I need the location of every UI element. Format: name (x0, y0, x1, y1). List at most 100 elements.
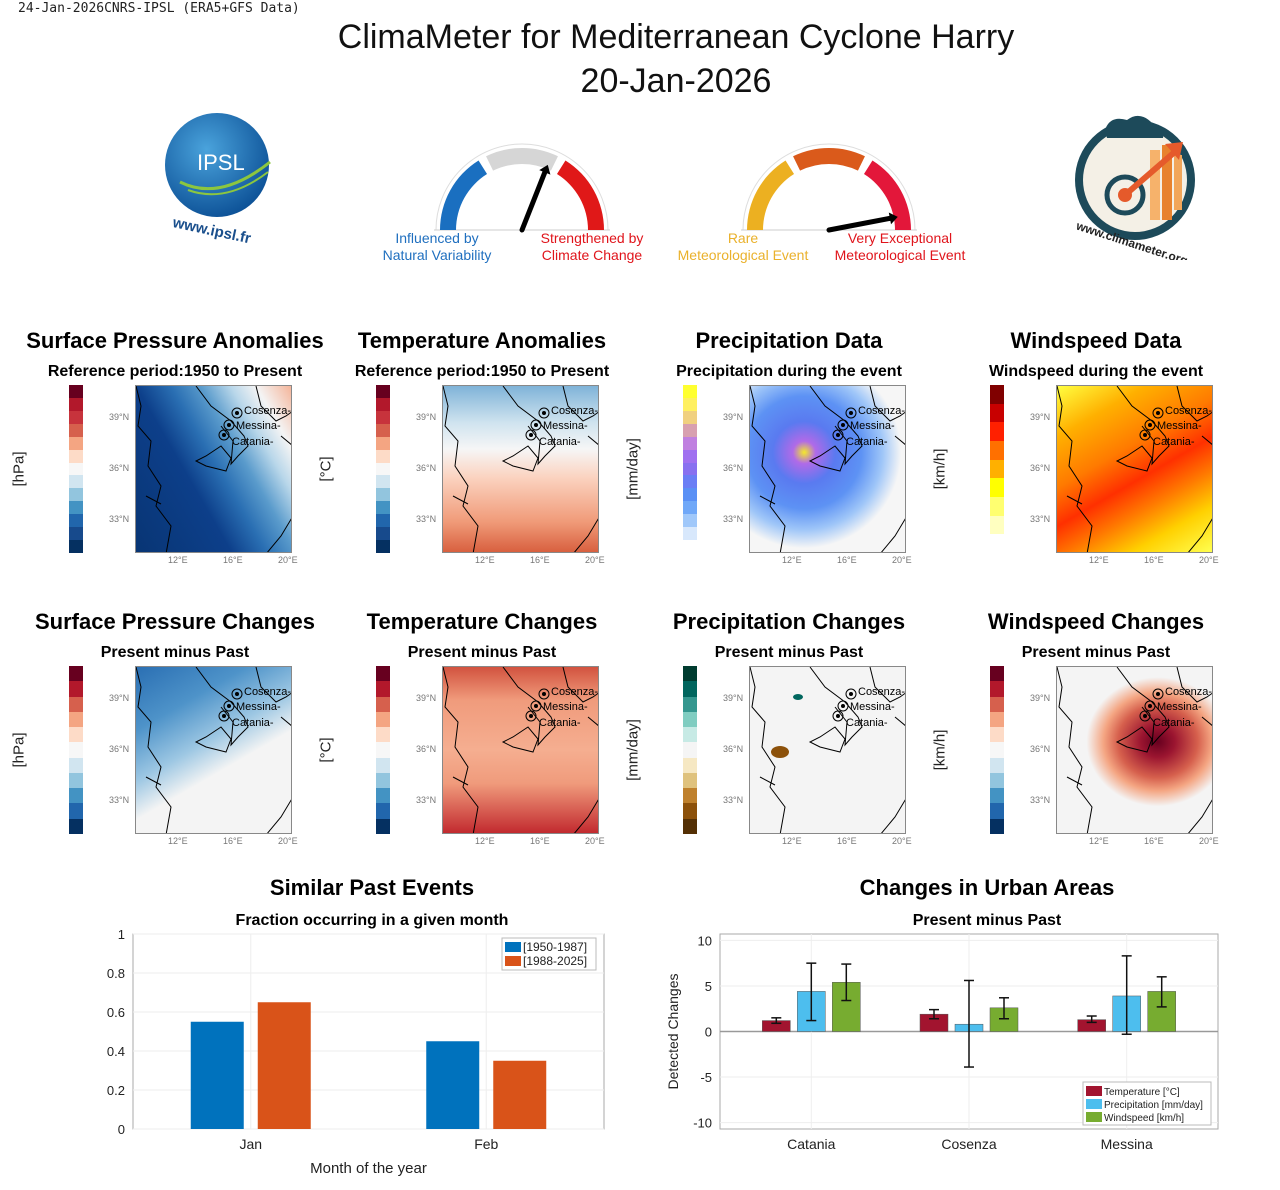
page-title: ClimaMeter for Mediterranean Cyclone Har… (337, 18, 1015, 56)
city-marker (525, 429, 537, 441)
city-label-cosenza: Cosenza- (551, 405, 598, 417)
coastline (750, 667, 905, 833)
colorbar-swatch (376, 803, 390, 819)
map-title: Windspeed Data (1010, 328, 1182, 353)
city-marker (1139, 429, 1151, 441)
map-subtitle: Reference period:1950 to Present (354, 363, 610, 380)
colorbar-swatch (990, 515, 1004, 535)
city-marker (538, 407, 550, 419)
error-bar (1156, 976, 1167, 1008)
ipsl-logo-text: IPSL (197, 150, 245, 175)
gauge-left-label-line: Natural Variability (382, 247, 492, 263)
colorbar-unit: [°C] (317, 456, 335, 482)
colorbar-swatch (990, 711, 1004, 728)
legend-swatch (505, 942, 521, 952)
colorbar-swatch (376, 711, 390, 728)
coastline (136, 386, 291, 552)
gauge-right-label: Strengthened by Climate Change (541, 230, 644, 264)
error-bar (841, 963, 852, 1002)
colorbar-swatch (683, 462, 697, 476)
city-label-cosenza: Cosenza- (244, 686, 291, 698)
city-marker (223, 700, 235, 712)
city-marker-dot (542, 411, 546, 415)
city-marker-dot (534, 704, 538, 708)
colorbar (376, 666, 390, 834)
city-label-messina: Messina- (236, 420, 281, 432)
city-marker-dot (227, 704, 231, 708)
map-coastlines: Cosenza- Messina- Catania- (443, 386, 598, 552)
city-marker (530, 419, 542, 431)
city-marker (1152, 688, 1164, 700)
city-marker (231, 688, 243, 700)
city-marker (837, 419, 849, 431)
city-label-catania: Catania- (846, 717, 888, 729)
city-marker (530, 700, 542, 712)
lat-tick: 33°N (723, 514, 744, 524)
gauge-left-label-line: Influenced by (395, 230, 479, 246)
colorbar-swatch (683, 696, 697, 712)
gauge-segment (486, 148, 558, 171)
map-coastlines: Cosenza- Messina- Catania- (750, 386, 905, 552)
city-marker (1144, 419, 1156, 431)
x-tick-label: Catania (787, 1136, 835, 1152)
chart-subtitle: Present minus Past (912, 912, 1062, 929)
city-label-cosenza: Cosenza- (551, 686, 598, 698)
colorbar-swatch (69, 818, 83, 834)
legend-swatch (1086, 1112, 1102, 1122)
lon-tick: 16°E (837, 836, 857, 846)
map-subtitle: Precipitation during the event (676, 363, 902, 380)
lon-tick: 12°E (168, 836, 188, 846)
lon-tick: 16°E (1144, 555, 1164, 565)
coastline (1057, 386, 1212, 552)
colorbar-swatch (376, 696, 390, 712)
city-marker (832, 710, 844, 722)
chart-title: Similar Past Events (269, 875, 475, 900)
colorbar-swatch (683, 666, 697, 682)
y-tick-label: 10 (698, 933, 712, 948)
legend-swatch (1086, 1086, 1102, 1096)
map-coastlines: Cosenza- Messina- Catania- (136, 386, 291, 552)
x-tick-label: Feb (474, 1136, 498, 1152)
colorbar-swatch (69, 803, 83, 819)
colorbar-swatch (990, 459, 1004, 479)
city-marker-dot (529, 433, 533, 437)
city-label-catania: Catania- (539, 436, 581, 448)
gauge-needle (519, 169, 548, 233)
city-marker-dot (849, 411, 853, 415)
city-marker (845, 688, 857, 700)
lon-tick: 12°E (782, 555, 802, 565)
colorbar-swatch (376, 488, 390, 502)
y-tick-label: 0.8 (107, 966, 125, 981)
colorbar-swatch (376, 449, 390, 463)
gauge-right-label-line: Strengthened by (540, 230, 644, 246)
lon-tick: 20°E (585, 555, 605, 565)
colorbar-swatch (376, 772, 390, 789)
colorbar-swatch (990, 742, 1004, 758)
colorbar-swatch (69, 385, 83, 398)
map-subtitle: Present minus Past (714, 644, 864, 661)
colorbar (683, 666, 697, 834)
city-label-messina: Messina- (850, 701, 895, 713)
colorbar-swatch (683, 514, 697, 528)
colorbar-swatch (376, 540, 390, 553)
y-tick-label: 0 (118, 1122, 125, 1137)
error-bar (999, 997, 1009, 1020)
lat-tick: 36°N (1030, 463, 1051, 473)
colorbar-swatch (683, 475, 697, 489)
climameter-logo: www.climameter.org (1065, 110, 1210, 268)
map-subtitle: Present minus Past (1021, 644, 1171, 661)
colorbar-swatch (69, 436, 83, 450)
lat-tick: 33°N (1030, 514, 1051, 524)
lat-tick: 39°N (1030, 693, 1051, 703)
y-tick-label: 5 (705, 979, 712, 994)
gauge-segment (747, 160, 795, 230)
colorbar-swatch (69, 742, 83, 758)
map-area: Cosenza- Messina- Catania- (1056, 385, 1213, 553)
chart-title: Changes in Urban Areas (859, 875, 1115, 900)
colorbar-swatch (376, 514, 390, 528)
lat-tick: 39°N (723, 412, 744, 422)
chart-1: 0 0.2 0.4 0.6 0.8 1 Jan Feb [1950-1987][1988-202… (107, 927, 605, 1177)
gauge-needle-tip (539, 164, 551, 175)
city-marker-dot (836, 433, 840, 437)
colorbar-swatch (683, 757, 697, 773)
